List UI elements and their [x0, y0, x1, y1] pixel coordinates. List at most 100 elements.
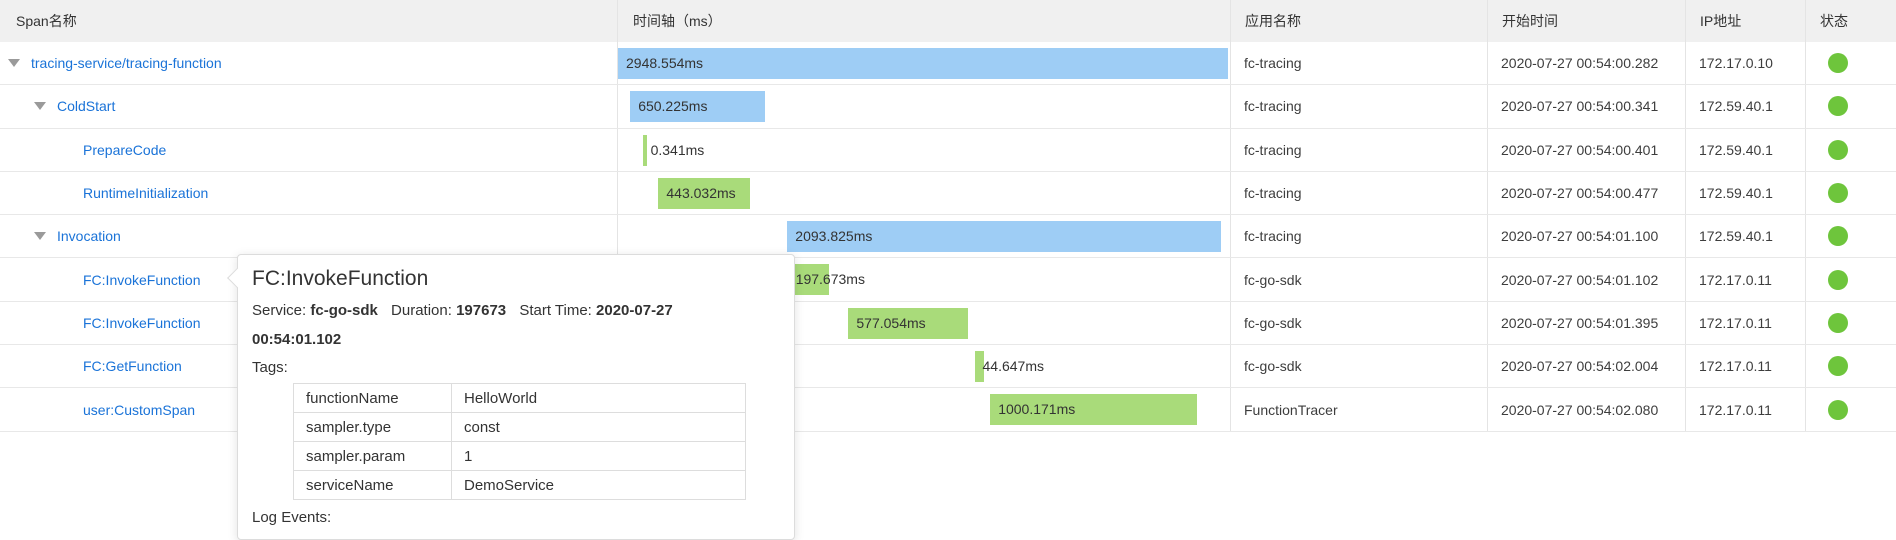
span-name-cell: PrepareCode: [0, 129, 617, 171]
tag-key: serviceName: [293, 470, 452, 500]
status-cell: [1805, 388, 1896, 431]
span-name-cell: FC:InvokeFunction: [0, 302, 617, 344]
timeline-cell: 2948.554ms: [617, 42, 1230, 85]
start-time-cell: 2020-07-27 00:54:00.401: [1487, 128, 1685, 171]
tag-value: DemoService: [451, 470, 746, 500]
span-name-link[interactable]: PrepareCode: [83, 141, 167, 158]
timeline-cell: 443.032ms: [617, 171, 1230, 215]
status-ok-icon: [1828, 139, 1848, 160]
start-time-cell: 2020-07-27 00:54:00.341: [1487, 85, 1685, 128]
span-rows: tracing-service/tracing-function 2948.55…: [0, 42, 1896, 432]
table-row: FC:GetFunction 44.647ms fc-go-sdk 2020-0…: [0, 345, 1896, 389]
app-name-cell: fc-go-sdk: [1230, 301, 1487, 345]
tag-row: sampler.param 1: [293, 441, 746, 471]
ip-address-cell: 172.17.0.11: [1685, 301, 1805, 345]
app-name-cell: fc-tracing: [1230, 42, 1487, 85]
span-name-link[interactable]: Invocation: [57, 228, 121, 245]
status-cell: [1805, 215, 1896, 258]
status-ok-icon: [1828, 226, 1848, 247]
duration-bar[interactable]: 44.647ms: [974, 351, 1044, 383]
ip-address-cell: 172.17.0.11: [1685, 258, 1805, 301]
header-start-time: 开始时间: [1487, 0, 1685, 42]
ip-address-cell: 172.17.0.11: [1685, 345, 1805, 388]
header-ip-address: IP地址: [1685, 0, 1805, 42]
collapse-chevron-icon[interactable]: [34, 102, 46, 111]
service-value: fc-go-sdk: [310, 302, 378, 319]
span-name-link[interactable]: tracing-service/tracing-function: [31, 55, 222, 72]
status-cell: [1805, 258, 1896, 301]
duration-bar[interactable]: 197.673ms: [787, 264, 865, 296]
tag-row: functionName HelloWorld: [293, 383, 746, 413]
start-time-cell: 2020-07-27 00:54:02.004: [1487, 345, 1685, 388]
duration-label: 577.054ms: [856, 314, 926, 331]
duration-label: 2948.554ms: [626, 55, 704, 71]
collapse-chevron-icon[interactable]: [34, 232, 46, 241]
tag-row: sampler.type const: [293, 412, 746, 442]
tag-key: sampler.type: [293, 412, 452, 442]
popover-span-title: FC:InvokeFunction: [252, 267, 429, 290]
span-name-link[interactable]: FC:InvokeFunction: [83, 314, 201, 331]
duration-bar[interactable]: 650.225ms: [630, 91, 765, 123]
span-detail-popover: FC:InvokeFunction Service: fc-go-sdk Dur…: [227, 254, 795, 540]
status-cell: [1805, 128, 1896, 171]
start-time-value: 2020-07-27 00:54:01.102: [252, 302, 673, 348]
span-name-link[interactable]: FC:InvokeFunction: [83, 271, 201, 288]
ip-address-cell: 172.59.40.1: [1685, 215, 1805, 258]
log-events-label: Log Events:: [252, 509, 332, 526]
tag-key: sampler.param: [293, 441, 452, 471]
ip-address-cell: 172.59.40.1: [1685, 171, 1805, 215]
status-ok-icon: [1828, 399, 1848, 420]
header-timeline: 时间轴（ms）: [617, 0, 1230, 42]
duration-bar[interactable]: 443.032ms: [658, 177, 751, 209]
status-cell: [1805, 301, 1896, 345]
header-app-name: 应用名称: [1230, 0, 1487, 42]
app-name-cell: fc-go-sdk: [1230, 258, 1487, 301]
start-time-cell: 2020-07-27 00:54:02.080: [1487, 388, 1685, 431]
status-cell: [1805, 85, 1896, 128]
tag-value: 1: [451, 441, 746, 471]
duration-bar[interactable]: 2948.554ms: [618, 48, 1229, 79]
timeline-cell: 650.225ms: [617, 85, 1230, 128]
span-name-cell: Invocation: [0, 215, 617, 257]
duration-label: 44.647ms: [982, 358, 1044, 375]
span-name-link[interactable]: user:CustomSpan: [83, 401, 196, 418]
start-time-cell: 2020-07-27 00:54:01.102: [1487, 258, 1685, 301]
duration-bar[interactable]: 577.054ms: [848, 307, 968, 339]
span-name-link[interactable]: RuntimeInitialization: [83, 185, 209, 202]
timeline-cell: 197.673ms: [617, 258, 1230, 301]
status-ok-icon: [1828, 53, 1848, 74]
status-cell: [1805, 171, 1896, 215]
span-name-link[interactable]: FC:GetFunction: [83, 358, 182, 375]
duration-value: 197673: [456, 302, 507, 319]
header-span-name: Span名称: [16, 13, 77, 29]
span-name-link[interactable]: ColdStart: [57, 98, 116, 115]
app-name-cell: fc-tracing: [1230, 171, 1487, 215]
status-cell: [1805, 345, 1896, 388]
status-ok-icon: [1828, 183, 1848, 204]
tag-key: functionName: [293, 383, 452, 413]
collapse-chevron-icon[interactable]: [8, 59, 20, 68]
tag-value: const: [451, 412, 746, 442]
span-name-cell: RuntimeInitialization: [0, 172, 617, 214]
duration-label: Duration:: [391, 302, 452, 319]
duration-bar[interactable]: 1000.171ms: [990, 394, 1198, 426]
start-time-label: Start Time:: [519, 302, 592, 319]
duration-bar[interactable]: 0.341ms: [642, 134, 704, 166]
app-name-cell: fc-tracing: [1230, 215, 1487, 258]
table-row: tracing-service/tracing-function 2948.55…: [0, 42, 1896, 86]
table-row: FC:InvokeFunction 197.673ms fc-go-sdk 20…: [0, 258, 1896, 302]
app-name-cell: fc-tracing: [1230, 85, 1487, 128]
span-name-cell: tracing-service/tracing-function: [0, 42, 617, 84]
app-name-cell: FunctionTracer: [1230, 388, 1487, 431]
start-time-cell: 2020-07-27 00:54:00.282: [1487, 42, 1685, 85]
popover-span-summary: Service: fc-go-sdk Duration: 197673 Star…: [252, 296, 750, 354]
duration-bar[interactable]: 2093.825ms: [787, 221, 1221, 253]
timeline-cell: 0.341ms: [617, 128, 1230, 171]
tag-row: serviceName DemoService: [293, 470, 746, 500]
tags-label: Tags:: [252, 359, 288, 376]
duration-label: 2093.825ms: [795, 228, 873, 245]
duration-label: 197.673ms: [795, 271, 865, 288]
table-row: user:CustomSpan 1000.171ms FunctionTrace…: [0, 388, 1896, 432]
duration-label: 443.032ms: [666, 184, 736, 201]
